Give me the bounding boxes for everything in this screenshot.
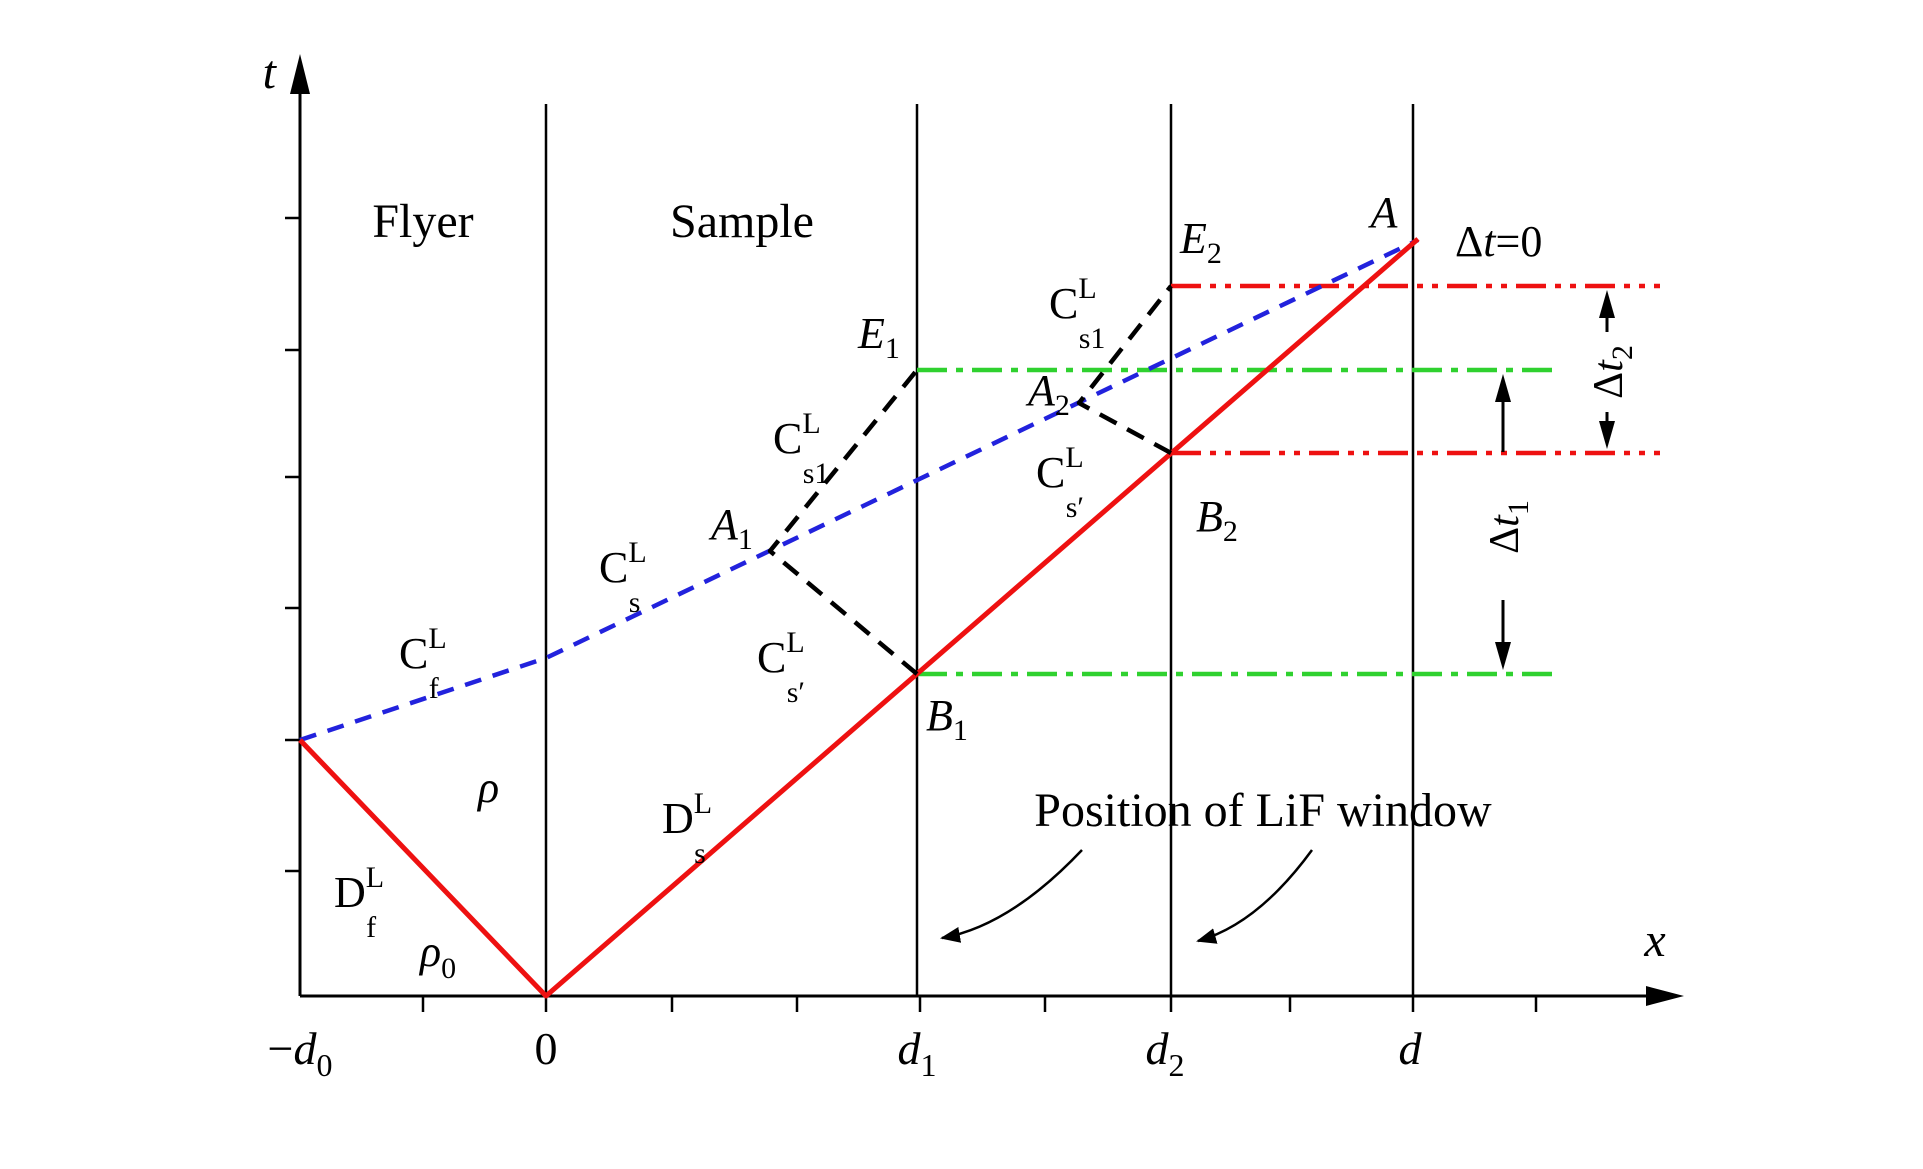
t-axis-label: t	[263, 46, 278, 99]
region-label-flyer: Flyer	[372, 195, 473, 248]
x-label-d: d	[1399, 1023, 1423, 1074]
point-label-b1: B1	[926, 691, 968, 747]
x-label-zero: 0	[535, 1023, 558, 1074]
dt2-arrowhead-up-icon	[1599, 290, 1615, 318]
wave-label-cf: CL f	[399, 622, 447, 705]
point-label-e2: E2	[1179, 214, 1222, 270]
point-label-e1: E1	[857, 309, 900, 365]
material-boundaries	[544, 104, 1415, 996]
wave-label-ds: DL s	[662, 787, 712, 870]
lif-window-label: Position of LiF window	[1034, 784, 1492, 837]
region-label-sample: Sample	[670, 195, 814, 248]
dt1-arrowhead-down-icon	[1495, 642, 1511, 670]
density-label-rho0: ρ0	[418, 927, 456, 985]
lif-pointer-arrow-d2	[1196, 849, 1314, 944]
dt-zero-label: Δt=0	[1455, 217, 1542, 266]
point-label-a2: A2	[1025, 366, 1070, 422]
lif-pointer-arrow-d1	[940, 849, 1083, 943]
wave-label-df: DL f	[334, 861, 384, 944]
reflected-wave-path-d2	[1076, 284, 1173, 455]
x-axis-ticks	[421, 996, 1538, 1012]
wave-label-cs1-mid: CL s1	[773, 407, 829, 490]
x-axis-label: x	[1643, 914, 1665, 967]
wave-label-cs-prime-lower: CL s′	[757, 626, 805, 709]
x-label-d2: d2	[1146, 1023, 1185, 1083]
dt1-label: Δt1	[1482, 500, 1535, 554]
wave-label-cs1-upper: CL s1	[1049, 272, 1105, 355]
dt1-arrowhead-up-icon	[1495, 374, 1511, 402]
dt2-arrowhead-down-icon	[1599, 421, 1615, 449]
wave-label-cs-prime-upper: CL s′	[1036, 441, 1084, 524]
point-label-b2: B2	[1196, 492, 1238, 548]
wave-label-cs: CL s	[599, 536, 647, 619]
point-label-a1: A1	[708, 500, 753, 556]
reflected-wave-path-d1	[767, 368, 919, 676]
x-axis-arrow-icon	[1646, 986, 1684, 1006]
release-wave-path	[299, 237, 1419, 743]
x-label-neg-d0: −d0	[268, 1023, 333, 1083]
shock-wave-path	[298, 237, 1420, 999]
axes	[298, 90, 1650, 998]
t-axis-arrow-icon	[290, 54, 310, 94]
dt2-label: Δt2	[1586, 345, 1639, 399]
density-label-rho: ρ	[476, 763, 499, 812]
t-axis-ticks	[285, 216, 300, 873]
point-label-a: A	[1368, 188, 1399, 237]
x-label-d1: d1	[898, 1023, 937, 1083]
